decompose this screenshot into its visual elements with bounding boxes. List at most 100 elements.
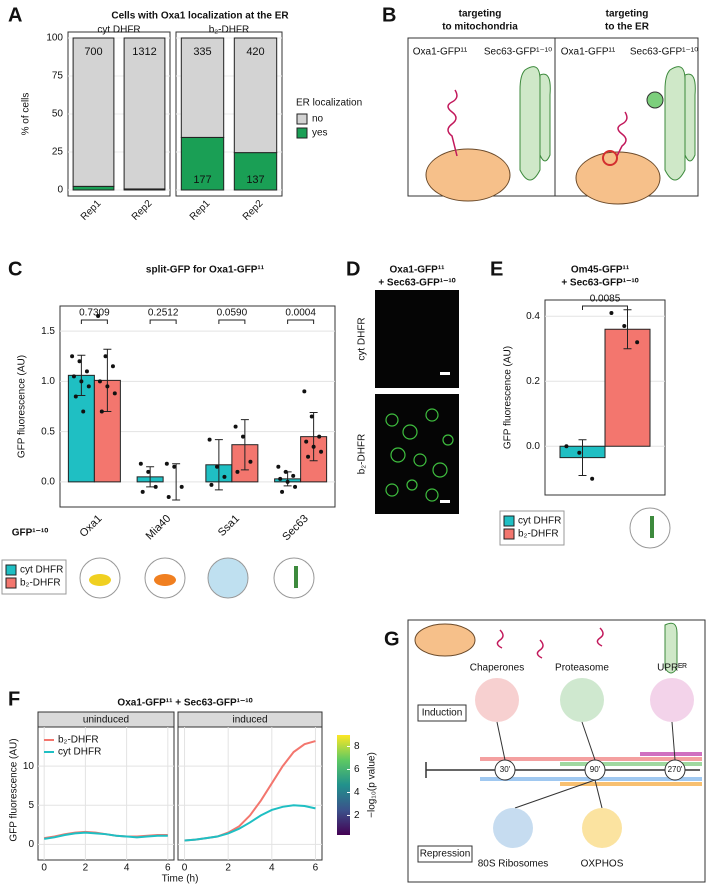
facet-title: induced (232, 715, 267, 726)
cells (385, 408, 454, 502)
label: Repression (420, 849, 471, 860)
bar-segment (233, 152, 278, 191)
blocked (602, 150, 618, 166)
y-tick-label: 5 (28, 800, 34, 811)
chart-title: + Sec63-GFP¹⁻¹⁰ (561, 278, 638, 289)
count-label: 420 (246, 46, 264, 58)
frame (407, 619, 706, 883)
icon (650, 678, 694, 722)
x-tick-label: 6 (313, 863, 319, 874)
data-point (280, 489, 285, 494)
er (519, 66, 551, 181)
timepoint: 270' (668, 765, 683, 774)
count-label: 177 (193, 174, 211, 186)
bar-segment (123, 37, 166, 190)
label: Induction (422, 708, 463, 719)
x-tick-label: 6 (165, 863, 171, 874)
data-point (235, 469, 240, 474)
protein (616, 111, 628, 157)
label: Chaperones (470, 663, 524, 674)
er (664, 66, 696, 181)
mitochondrion (414, 623, 476, 657)
data-point (146, 469, 151, 474)
error-bar (309, 412, 318, 462)
error-bar (214, 439, 223, 491)
y-axis-label: GFP fluorescence (AU) (503, 346, 514, 449)
data-point (293, 484, 298, 489)
legend-label: b₂-DHFR (58, 735, 99, 746)
p-value: 0.7309 (79, 308, 110, 319)
data-point (96, 314, 101, 319)
y-tick-label: 0.2 (526, 376, 540, 387)
series-line (44, 831, 168, 840)
data-point (302, 389, 307, 394)
data-point (164, 461, 169, 466)
count-label: 700 (84, 46, 102, 58)
data-point (77, 359, 82, 364)
data-point (99, 409, 104, 414)
p-value: 0.0004 (285, 308, 316, 319)
data-point (73, 394, 78, 399)
data-point (84, 369, 89, 374)
significance-bracket (80, 319, 108, 324)
legend-label: cyt DHFR (58, 747, 101, 758)
data-point (70, 354, 75, 359)
data-point (166, 494, 171, 499)
x-tick-label: Sec63 (280, 513, 311, 544)
panel-label: A (8, 4, 22, 26)
y-tick-label: 10 (23, 761, 35, 772)
x-tick-label: Rep2 (241, 198, 266, 223)
panel-label: B (382, 4, 396, 26)
legend-swatch (503, 528, 515, 540)
column-title: targeting (606, 9, 649, 20)
legend-label: b₂-DHFR (518, 529, 559, 540)
bar-segment (72, 185, 115, 191)
data-point (71, 374, 76, 379)
icon (582, 808, 622, 848)
y-tick-label: 75 (52, 71, 64, 82)
bar-segment (72, 37, 115, 187)
error-bar (240, 419, 249, 471)
icon (493, 808, 533, 848)
data-point (110, 364, 115, 369)
data-point (317, 434, 322, 439)
chart-title: split-GFP for Oxa1-GFP¹¹ (146, 265, 265, 276)
x-tick-label: Ssa1 (216, 513, 242, 539)
data-point (291, 473, 296, 478)
diagram-g: Chaperones Proteasome UPRᴱᴿ Induction Re… (407, 619, 706, 883)
data-point (248, 459, 253, 464)
timeline (425, 721, 702, 809)
data-point (306, 454, 311, 459)
error-bar (103, 348, 112, 413)
compartment-icons (79, 507, 671, 599)
box (417, 845, 473, 863)
x-tick-label: Rep1 (79, 198, 104, 223)
data-point (564, 444, 569, 449)
legend-label: yes (312, 128, 328, 139)
row-label: cyt DHFR (357, 317, 368, 360)
x-axis-label: GFP¹⁻¹⁰ (12, 528, 49, 539)
x-tick-label: Rep2 (130, 198, 155, 223)
data-point (283, 469, 288, 474)
count-label: 335 (193, 46, 211, 58)
data-point (278, 476, 283, 481)
data-point (105, 384, 110, 389)
colorbar-label: 2 (354, 810, 360, 821)
row-label: b₂-DHFR (357, 434, 368, 475)
title: + Sec63-GFP¹⁻¹⁰ (378, 278, 455, 289)
y-tick-label: 1.0 (41, 376, 55, 387)
panel (37, 726, 175, 861)
x-tick-label: 2 (83, 863, 89, 874)
label: Oxa1-GFP¹¹ (413, 47, 468, 58)
data-point (112, 391, 117, 396)
chart-title: Cells with Oxa1 localization at the ER (111, 11, 289, 22)
legend-label: cyt DHFR (518, 516, 561, 527)
bar-segment (180, 37, 225, 138)
legend-swatch (5, 564, 17, 576)
data-point (285, 479, 290, 484)
facet-title: b₂-DHFR (209, 25, 250, 36)
data-point (311, 444, 316, 449)
bar-segment (233, 37, 278, 154)
column-title: to mitochondria (442, 22, 518, 33)
